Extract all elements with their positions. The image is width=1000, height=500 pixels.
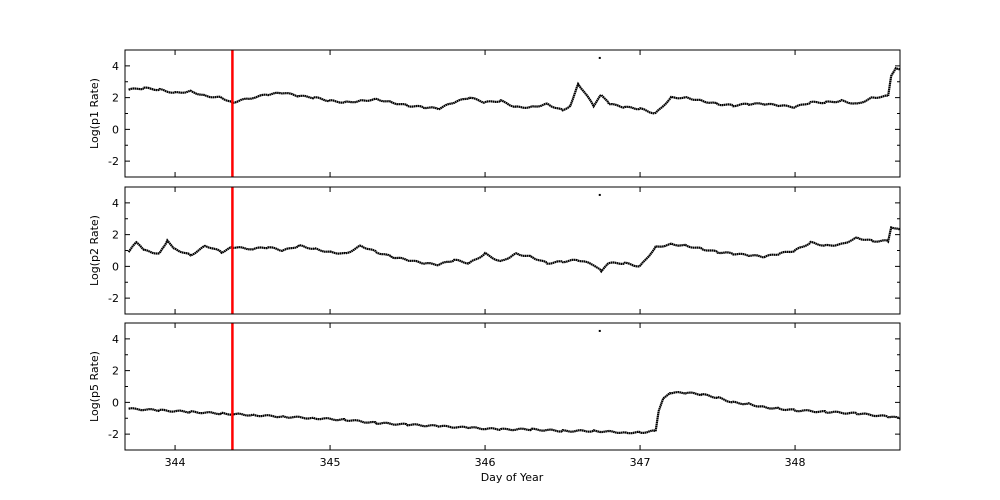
outlier-point xyxy=(598,56,601,59)
y-tick-label: 0 xyxy=(112,260,119,273)
y-tick-label: -2 xyxy=(108,155,119,168)
data-series xyxy=(128,66,900,115)
x-tick-label: 346 xyxy=(475,456,496,469)
y-tick-label: 2 xyxy=(112,92,119,105)
y-tick-label: -2 xyxy=(108,428,119,441)
panel-1: -2 0 2 4 Log(p1 Rate) xyxy=(88,49,901,178)
outlier-point xyxy=(598,329,601,332)
y-axis-label: Log(p2 Rate) xyxy=(88,215,101,286)
y-axis-label: Log(p5 Rate) xyxy=(88,351,101,422)
y-tick-label: 0 xyxy=(112,123,119,136)
x-tick-label: 347 xyxy=(630,456,651,469)
axes-frame xyxy=(124,186,901,315)
data-series xyxy=(127,225,901,274)
y-tick-label: 2 xyxy=(112,365,119,378)
x-tick-label: 344 xyxy=(165,456,186,469)
y-tick-label: 4 xyxy=(112,60,119,73)
x-tick-label: 345 xyxy=(320,456,341,469)
outlier-point xyxy=(598,193,601,196)
x-axis-label: Day of Year xyxy=(481,471,544,484)
y-tick-label: 0 xyxy=(112,396,119,409)
panel-3: -2 0 2 4 Log(p5 Rate) 344 345 346 347 348 xyxy=(88,322,901,469)
y-tick-label: 2 xyxy=(112,229,119,242)
data-series xyxy=(128,390,901,435)
y-axis-label: Log(p1 Rate) xyxy=(88,78,101,149)
y-tick-label: 4 xyxy=(112,333,119,346)
axes-frame xyxy=(124,49,901,178)
y-tick-label: 4 xyxy=(112,197,119,210)
panel-2: -2 0 2 4 Log(p2 Rate) xyxy=(88,186,901,315)
y-tick-label: -2 xyxy=(108,292,119,305)
x-tick-label: 348 xyxy=(785,456,806,469)
